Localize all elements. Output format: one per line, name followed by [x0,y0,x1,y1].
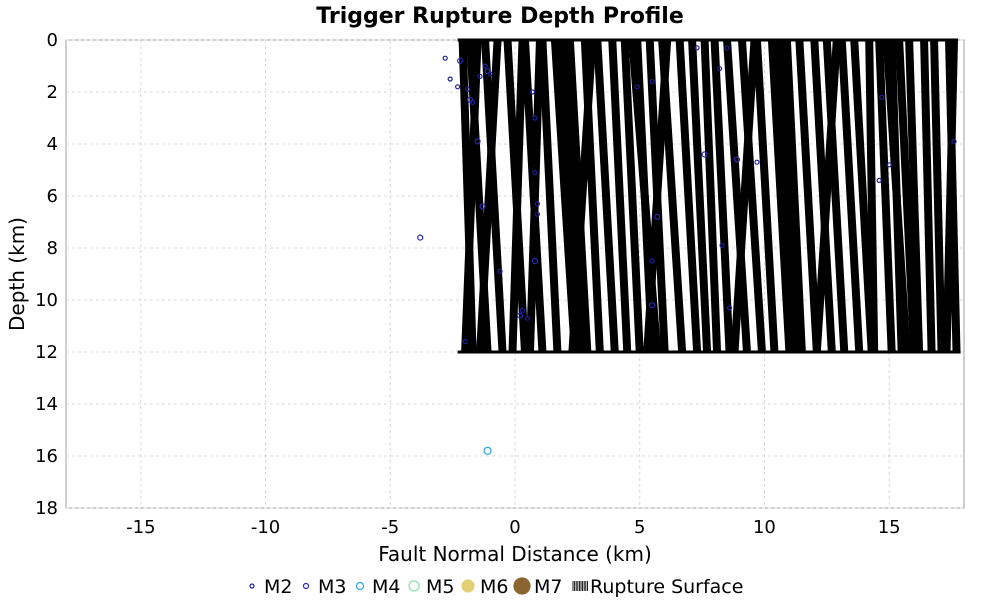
x-tick-label: 15 [878,517,901,538]
point-m3 [484,68,491,75]
y-tick-label: 14 [35,394,58,415]
point-m2 [719,242,725,248]
legend: M2 M3 M4 M5 M6 M7 Rupture Surface [249,576,743,598]
point-m2 [951,138,957,144]
earthquake-points [417,45,957,455]
legend-marker-m4 [355,581,365,591]
point-m2 [482,63,488,69]
point-m2 [524,315,531,321]
point-m3 [531,257,539,265]
point-m2 [532,170,538,176]
point-m3 [654,213,661,220]
point-m3 [474,138,481,145]
x-tick-label: -5 [381,517,399,538]
point-m2 [532,115,538,121]
legend-label: M3 [318,576,346,598]
point-m2 [534,201,541,207]
y-tick-labels: 0 2 4 6 8 10 12 14 16 18 [35,30,58,519]
point-m2 [497,268,503,274]
x-tick-label: 10 [753,517,776,538]
legend-label: M4 [372,576,400,598]
point-m2 [879,94,885,100]
y-tick-label: 2 [47,82,58,103]
legend-marker-m3 [302,582,310,590]
point-m2 [716,65,723,72]
x-tick-label: 5 [634,517,645,538]
chart-title: Trigger Rupture Depth Profile [316,4,684,29]
point-m3 [649,302,656,309]
legend-marker-m2 [249,583,255,589]
y-tick-label: 16 [35,446,58,467]
point-m2 [534,211,541,217]
point-m2 [649,78,655,85]
y-tick-label: 6 [47,186,58,207]
x-tick-label: 0 [509,517,520,538]
legend-marker-m6 [461,579,475,593]
point-m2 [519,307,526,313]
point-m2 [726,305,733,311]
rupture-surface [457,38,961,354]
legend-label: Rupture Surface [590,576,743,598]
point-m2 [634,84,640,90]
point-m3 [516,312,524,319]
x-axis-label: Fault Normal Distance (km) [378,542,652,566]
y-tick-label: 0 [47,30,58,51]
point-m2 [477,73,483,80]
x-tick-labels: -15 -10 -5 0 5 10 15 [126,517,900,538]
point-m3 [733,156,741,163]
point-m2 [462,339,468,345]
point-m2 [876,177,882,183]
legend-label: M2 [264,576,292,598]
point-m2 [649,258,655,264]
point-m2 [455,84,461,90]
legend-label: M6 [480,576,508,598]
legend-label: M5 [426,576,454,598]
legend-marker-m5 [408,580,420,592]
point-m2 [465,86,471,93]
legend-marker-m7 [513,577,531,595]
point-m2 [886,162,892,168]
y-tick-label: 4 [47,134,58,155]
legend-label: M7 [534,576,562,598]
point-m2 [447,76,453,82]
point-m3 [467,96,474,103]
y-tick-label: 8 [47,238,58,259]
point-m3 [701,151,708,158]
point-m3 [479,203,486,210]
point-m2 [442,55,448,61]
point-m2 [529,89,536,95]
y-tick-label: 12 [35,342,58,363]
y-tick-label: 18 [35,498,58,519]
point-m2 [694,45,700,51]
y-tick-label: 10 [35,290,58,311]
point-m2 [754,159,760,165]
point-m4 [483,446,492,455]
x-tick-label: -15 [126,517,155,538]
y-axis-label: Depth (km) [5,217,29,331]
point-m2 [724,45,730,51]
point-m3 [417,234,424,241]
point-m3 [457,57,464,64]
x-tick-label: -10 [251,517,280,538]
